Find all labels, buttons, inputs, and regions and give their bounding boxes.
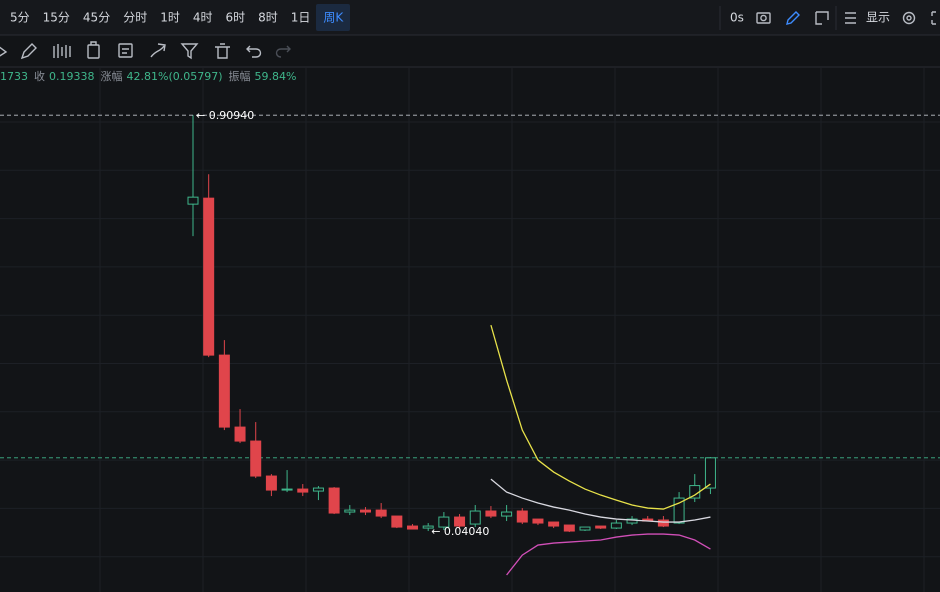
- info-line: 1733 收 0.19338 涨幅 42.81%(0.05797) 振幅 59.84%: [0, 69, 296, 83]
- candle-body: [265, 475, 277, 491]
- candle-body: [359, 509, 371, 513]
- interval-tabs: 5分 15分 45分 分时 1时 4时 6时 8时 1日 周K: [10, 11, 344, 25]
- candle-body: [563, 524, 575, 532]
- interval-tab[interactable]: 4时: [193, 11, 213, 25]
- interval-tab[interactable]: 45分: [83, 11, 110, 25]
- candle-body: [234, 426, 246, 442]
- info-value: 59.84%: [255, 70, 297, 83]
- countdown[interactable]: 0s: [730, 11, 744, 25]
- candle-body: [610, 522, 622, 529]
- chart: ← 0.90940 ← 0.04040: [0, 109, 940, 576]
- interval-tab[interactable]: 5分: [10, 11, 30, 25]
- interval-tab[interactable]: 周K: [323, 11, 344, 25]
- candle-body: [218, 354, 230, 428]
- indicator-line: [490, 324, 711, 510]
- camera-icon[interactable]: [756, 12, 771, 24]
- grid: [0, 68, 940, 592]
- candle-body: [485, 510, 497, 517]
- candle-body: [250, 440, 262, 477]
- candle-body: [407, 525, 419, 530]
- candle-body: [548, 521, 560, 527]
- candle-body: [516, 510, 528, 523]
- candle-body: [454, 516, 466, 527]
- candle-body: [312, 487, 324, 492]
- candle-body: [187, 196, 199, 205]
- active-interval-bg: [316, 4, 350, 31]
- candle-body: [375, 509, 387, 517]
- info-value: 1733: [0, 70, 28, 83]
- top-bar: [0, 0, 940, 35]
- fullscreen-icon[interactable]: [931, 11, 936, 25]
- candle-body: [297, 488, 309, 493]
- interval-tab[interactable]: 6时: [226, 11, 246, 25]
- settings-icon[interactable]: [902, 11, 916, 25]
- price-annotation: ← 0.04040: [431, 525, 489, 538]
- candle-body: [328, 487, 340, 514]
- candle-body: [391, 515, 403, 528]
- candle-body: [281, 488, 293, 491]
- info-value: 42.81%(0.05797): [127, 70, 223, 83]
- drawing-tools[interactable]: [0, 41, 291, 60]
- info-value: 0.19338: [49, 70, 95, 83]
- candle-body: [469, 510, 481, 525]
- candle-body: [422, 525, 434, 529]
- display-button[interactable]: 显示: [866, 11, 890, 25]
- indicator-line: [490, 478, 711, 523]
- candle-body: [673, 497, 685, 524]
- interval-tab[interactable]: 8时: [258, 11, 278, 25]
- layout-icon[interactable]: [815, 11, 829, 25]
- candle-body: [595, 525, 607, 529]
- candle-body: [532, 518, 544, 524]
- candle-body: [501, 511, 513, 517]
- candle-body: [438, 516, 450, 528]
- pen-icon[interactable]: [786, 11, 800, 25]
- interval-tab[interactable]: 15分: [43, 11, 70, 25]
- indicator-line: [506, 533, 711, 576]
- drawing-toolbar: [0, 36, 940, 67]
- candle-body: [657, 519, 669, 527]
- list-icon[interactable]: [845, 12, 856, 24]
- interval-tab[interactable]: 分时: [123, 11, 147, 25]
- info-label: 振幅: [229, 69, 251, 83]
- candle-body: [704, 457, 716, 489]
- info-label: 收: [34, 69, 45, 83]
- interval-tab[interactable]: 1时: [160, 11, 180, 25]
- candle-body: [203, 197, 215, 356]
- price-annotation: ← 0.90940: [196, 109, 254, 122]
- candle-body: [579, 526, 591, 531]
- info-label: 涨幅: [101, 70, 123, 83]
- candle-body: [626, 518, 638, 524]
- candle-body: [344, 509, 356, 513]
- interval-tab[interactable]: 1日: [291, 11, 311, 25]
